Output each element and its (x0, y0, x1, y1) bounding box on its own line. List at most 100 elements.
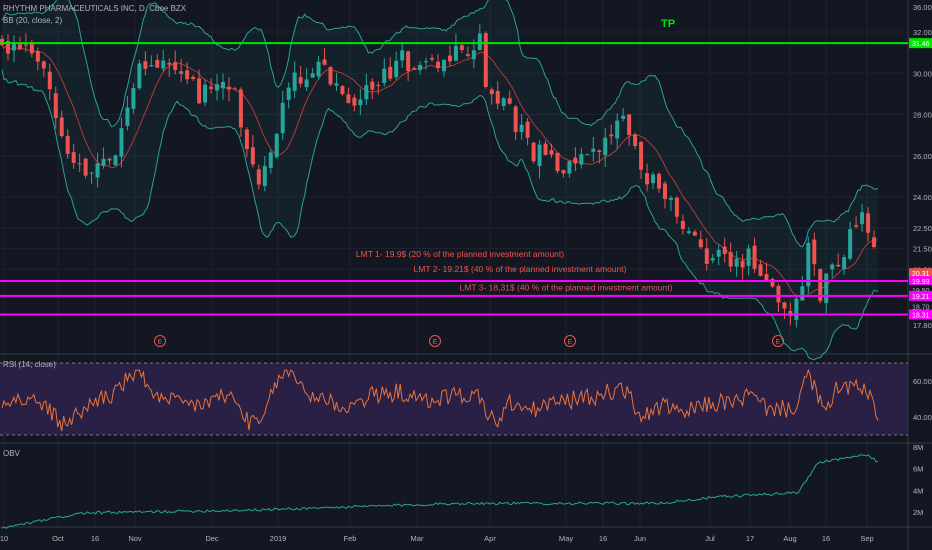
candle-body (872, 237, 877, 248)
candle-body (471, 50, 476, 60)
candle-body (65, 135, 70, 155)
candle-body (274, 133, 279, 158)
candle-body (107, 158, 112, 161)
candle-body (758, 264, 763, 276)
candle-body (364, 85, 369, 100)
earnings-marker-label: E (158, 339, 163, 346)
candle-body (842, 257, 847, 270)
price-tag: 18.70 (912, 304, 930, 311)
candle-body (651, 174, 656, 184)
candle-body (507, 98, 512, 104)
candle-body (412, 68, 417, 70)
candle-body (382, 68, 387, 83)
bb-lower (1, 69, 879, 361)
candle-body (453, 45, 458, 61)
candle-body (430, 57, 435, 60)
candle-body (280, 102, 285, 134)
candle-body (316, 61, 321, 77)
rsi-tick: 40.00 (913, 413, 932, 422)
candle-body (734, 258, 739, 267)
candle-body (358, 99, 363, 106)
candle-body (0, 38, 4, 46)
rsi-line (1, 368, 879, 432)
candle-body (549, 150, 554, 155)
earnings-marker-icon (154, 335, 166, 347)
time-tick: 17 (746, 534, 754, 543)
candle-body (459, 45, 464, 50)
candle-body (603, 137, 608, 156)
candle-body (621, 115, 626, 119)
time-tick: Jun (634, 534, 646, 543)
candle-body (340, 86, 345, 95)
level-lines: TP LMT 1- 19.9$ (20 % of the planned inve… (0, 18, 908, 316)
time-tick: Nov (128, 534, 142, 543)
candle-body (818, 268, 823, 301)
bb-upper (1, 0, 879, 248)
candle-body (860, 212, 865, 225)
candle-body (29, 42, 34, 54)
candle-body (567, 161, 572, 174)
price-tick: 36.00 (913, 3, 932, 12)
candle-body (83, 158, 88, 176)
candle-body (119, 128, 124, 157)
candle-body (561, 170, 566, 174)
candle-body (89, 172, 94, 174)
candle-body (597, 150, 602, 153)
time-tick: Apr (484, 534, 496, 543)
candle-body (59, 117, 64, 137)
candle-body (256, 169, 261, 185)
candle-body (334, 83, 339, 86)
price-tick: 32.00 (913, 28, 932, 37)
candle-body (250, 147, 255, 165)
candle-body (866, 213, 871, 233)
price-tick: 22.50 (913, 224, 932, 233)
candle-body (746, 248, 751, 266)
earnings-marker-label: E (433, 339, 438, 346)
candle-body (615, 120, 620, 139)
candle-body (477, 33, 482, 50)
candle-body (125, 107, 130, 126)
candle-body (328, 66, 333, 85)
price-tick: 24.00 (913, 193, 932, 202)
candle-body (710, 258, 715, 261)
time-tick: 10 (0, 534, 8, 543)
candle-body (400, 50, 405, 61)
candle-body (722, 246, 727, 255)
price-tag-box (909, 284, 932, 295)
candle-body (525, 121, 530, 138)
candle-body (639, 141, 644, 170)
tp-label: TP (661, 18, 675, 30)
candle-body (298, 77, 303, 84)
candle-body (185, 70, 190, 80)
candle-body (543, 143, 548, 155)
candle-body (131, 88, 136, 109)
earnings-marker-icon (564, 335, 576, 347)
candle-body (501, 98, 506, 107)
price-tick: 30.00 (913, 69, 932, 78)
candle-body (698, 239, 703, 248)
candle-body (262, 165, 267, 187)
candle-body (668, 197, 673, 200)
price-tick: 17.80 (913, 321, 932, 330)
candle-body (776, 286, 781, 303)
price-tick: 21.50 (913, 245, 932, 254)
candle-body (854, 225, 859, 227)
price-tag-box (909, 290, 932, 301)
rsi-tick: 60.00 (913, 377, 932, 386)
candle-body (394, 60, 399, 78)
candle-body (47, 71, 52, 90)
candle-body (483, 33, 488, 88)
candle-body (5, 40, 10, 54)
candle-body (77, 163, 82, 165)
time-tick: Dec (205, 534, 219, 543)
obv-tick: 4M (913, 486, 923, 495)
candle-body (573, 157, 578, 164)
candle-body (555, 152, 560, 172)
candle-body (740, 260, 745, 268)
earnings-marker-label: E (568, 339, 573, 346)
candle-body (662, 183, 667, 200)
candle-body (806, 242, 811, 287)
candle-body (406, 51, 411, 71)
candle-body (794, 298, 799, 320)
